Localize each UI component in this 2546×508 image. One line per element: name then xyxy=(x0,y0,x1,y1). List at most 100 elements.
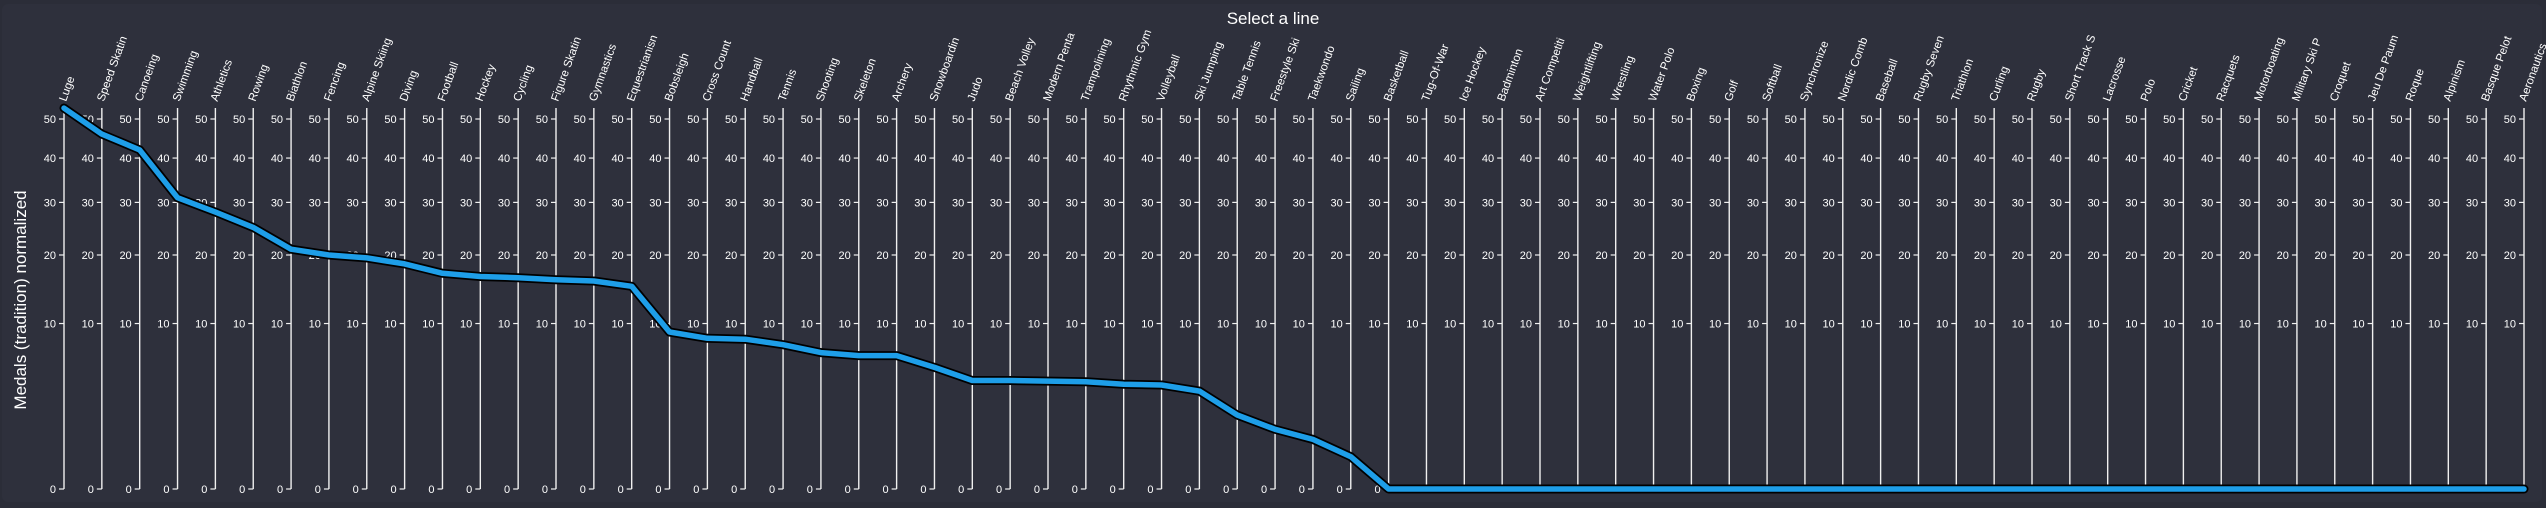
axis-name[interactable]: Freestyle Ski xyxy=(1269,37,1303,104)
axis-name[interactable]: Basque Pelot xyxy=(2480,34,2515,103)
axis-name[interactable]: Rhythmic Gym xyxy=(1117,28,1154,103)
axis-name[interactable]: Cricket xyxy=(2177,65,2201,103)
axis-name[interactable]: Cross Count xyxy=(701,38,734,103)
axis-name[interactable]: Archery xyxy=(890,62,915,104)
axis-name[interactable]: Snowboardin xyxy=(928,36,962,103)
data-line[interactable] xyxy=(61,105,2527,492)
axis-name[interactable]: Polo xyxy=(2139,77,2158,103)
axis-name[interactable]: Table Tennis xyxy=(1231,39,1264,103)
axis-name[interactable]: Ski Jumping xyxy=(1193,40,1226,103)
axis-name[interactable]: Tennis xyxy=(777,68,800,104)
axis-name[interactable]: Athletics xyxy=(209,58,235,103)
axis-name[interactable]: Taekwondo xyxy=(1306,44,1337,103)
axis-name[interactable]: Lacrosse xyxy=(2101,55,2128,103)
axis-name[interactable]: Alpine Skiing xyxy=(360,37,394,104)
axis-name[interactable]: Nordic Comb xyxy=(1836,36,1870,103)
axis-name[interactable]: Equestrianisn xyxy=(625,33,660,103)
axis-name[interactable]: Diving xyxy=(398,69,420,103)
axis-name[interactable]: Speed Skatin xyxy=(95,35,130,103)
axis-name[interactable]: Bobsleigh xyxy=(663,52,692,104)
axis-name[interactable]: Alpinism xyxy=(2442,58,2468,103)
axis-name[interactable]: Gymnastics xyxy=(587,42,619,103)
axis-name[interactable]: Softball xyxy=(1761,63,1785,103)
axis-name[interactable]: Racquets xyxy=(2215,53,2243,103)
axis-name[interactable]: Swimming xyxy=(171,49,200,103)
axis-name[interactable]: Boxing xyxy=(1685,66,1708,103)
axis-name[interactable]: Water Polo xyxy=(1647,46,1678,103)
axis-name[interactable]: Basketball xyxy=(1382,49,1411,103)
axis-name[interactable]: Skeleton xyxy=(852,57,879,103)
axis-name[interactable]: Jeu De Paum xyxy=(2366,33,2401,103)
axis-name[interactable]: Triathlon xyxy=(1950,57,1976,103)
axis-name[interactable]: Modern Penta xyxy=(1042,31,1078,104)
axis-name[interactable]: Synchronize xyxy=(1798,40,1831,104)
axis-name[interactable]: Figure Skatin xyxy=(550,35,584,103)
axis-name[interactable]: Fencing xyxy=(322,61,347,104)
axis-name[interactable]: Golf xyxy=(1723,78,1742,103)
axis-name[interactable]: Weightlifting xyxy=(1571,40,1604,103)
axis-name[interactable]: Croquet xyxy=(2328,60,2354,103)
axis-name[interactable]: Tug-Of-War xyxy=(1420,43,1452,103)
axis-name[interactable]: Beach Volley xyxy=(1004,36,1038,103)
axis-name[interactable]: Wrestling xyxy=(1609,54,1637,103)
lines-layer[interactable] xyxy=(59,103,2529,494)
axis-name[interactable]: Canoeing xyxy=(133,53,161,103)
axis-name[interactable]: Shooting xyxy=(814,56,841,103)
axis-name[interactable]: Volleyball xyxy=(1155,53,1183,103)
axis-name[interactable]: Aeronautics xyxy=(2518,42,2546,103)
axis-name[interactable]: Roque xyxy=(2404,67,2427,103)
axis-name[interactable]: Military Ski P xyxy=(2290,36,2324,103)
axis-name[interactable]: Handball xyxy=(739,56,766,103)
axis-name[interactable]: Art Competiti xyxy=(1534,37,1568,104)
axis-name[interactable]: Cycling xyxy=(512,64,536,104)
axis-name[interactable]: Rowing xyxy=(247,63,271,103)
axis-name[interactable]: Trampolining xyxy=(1079,37,1113,103)
